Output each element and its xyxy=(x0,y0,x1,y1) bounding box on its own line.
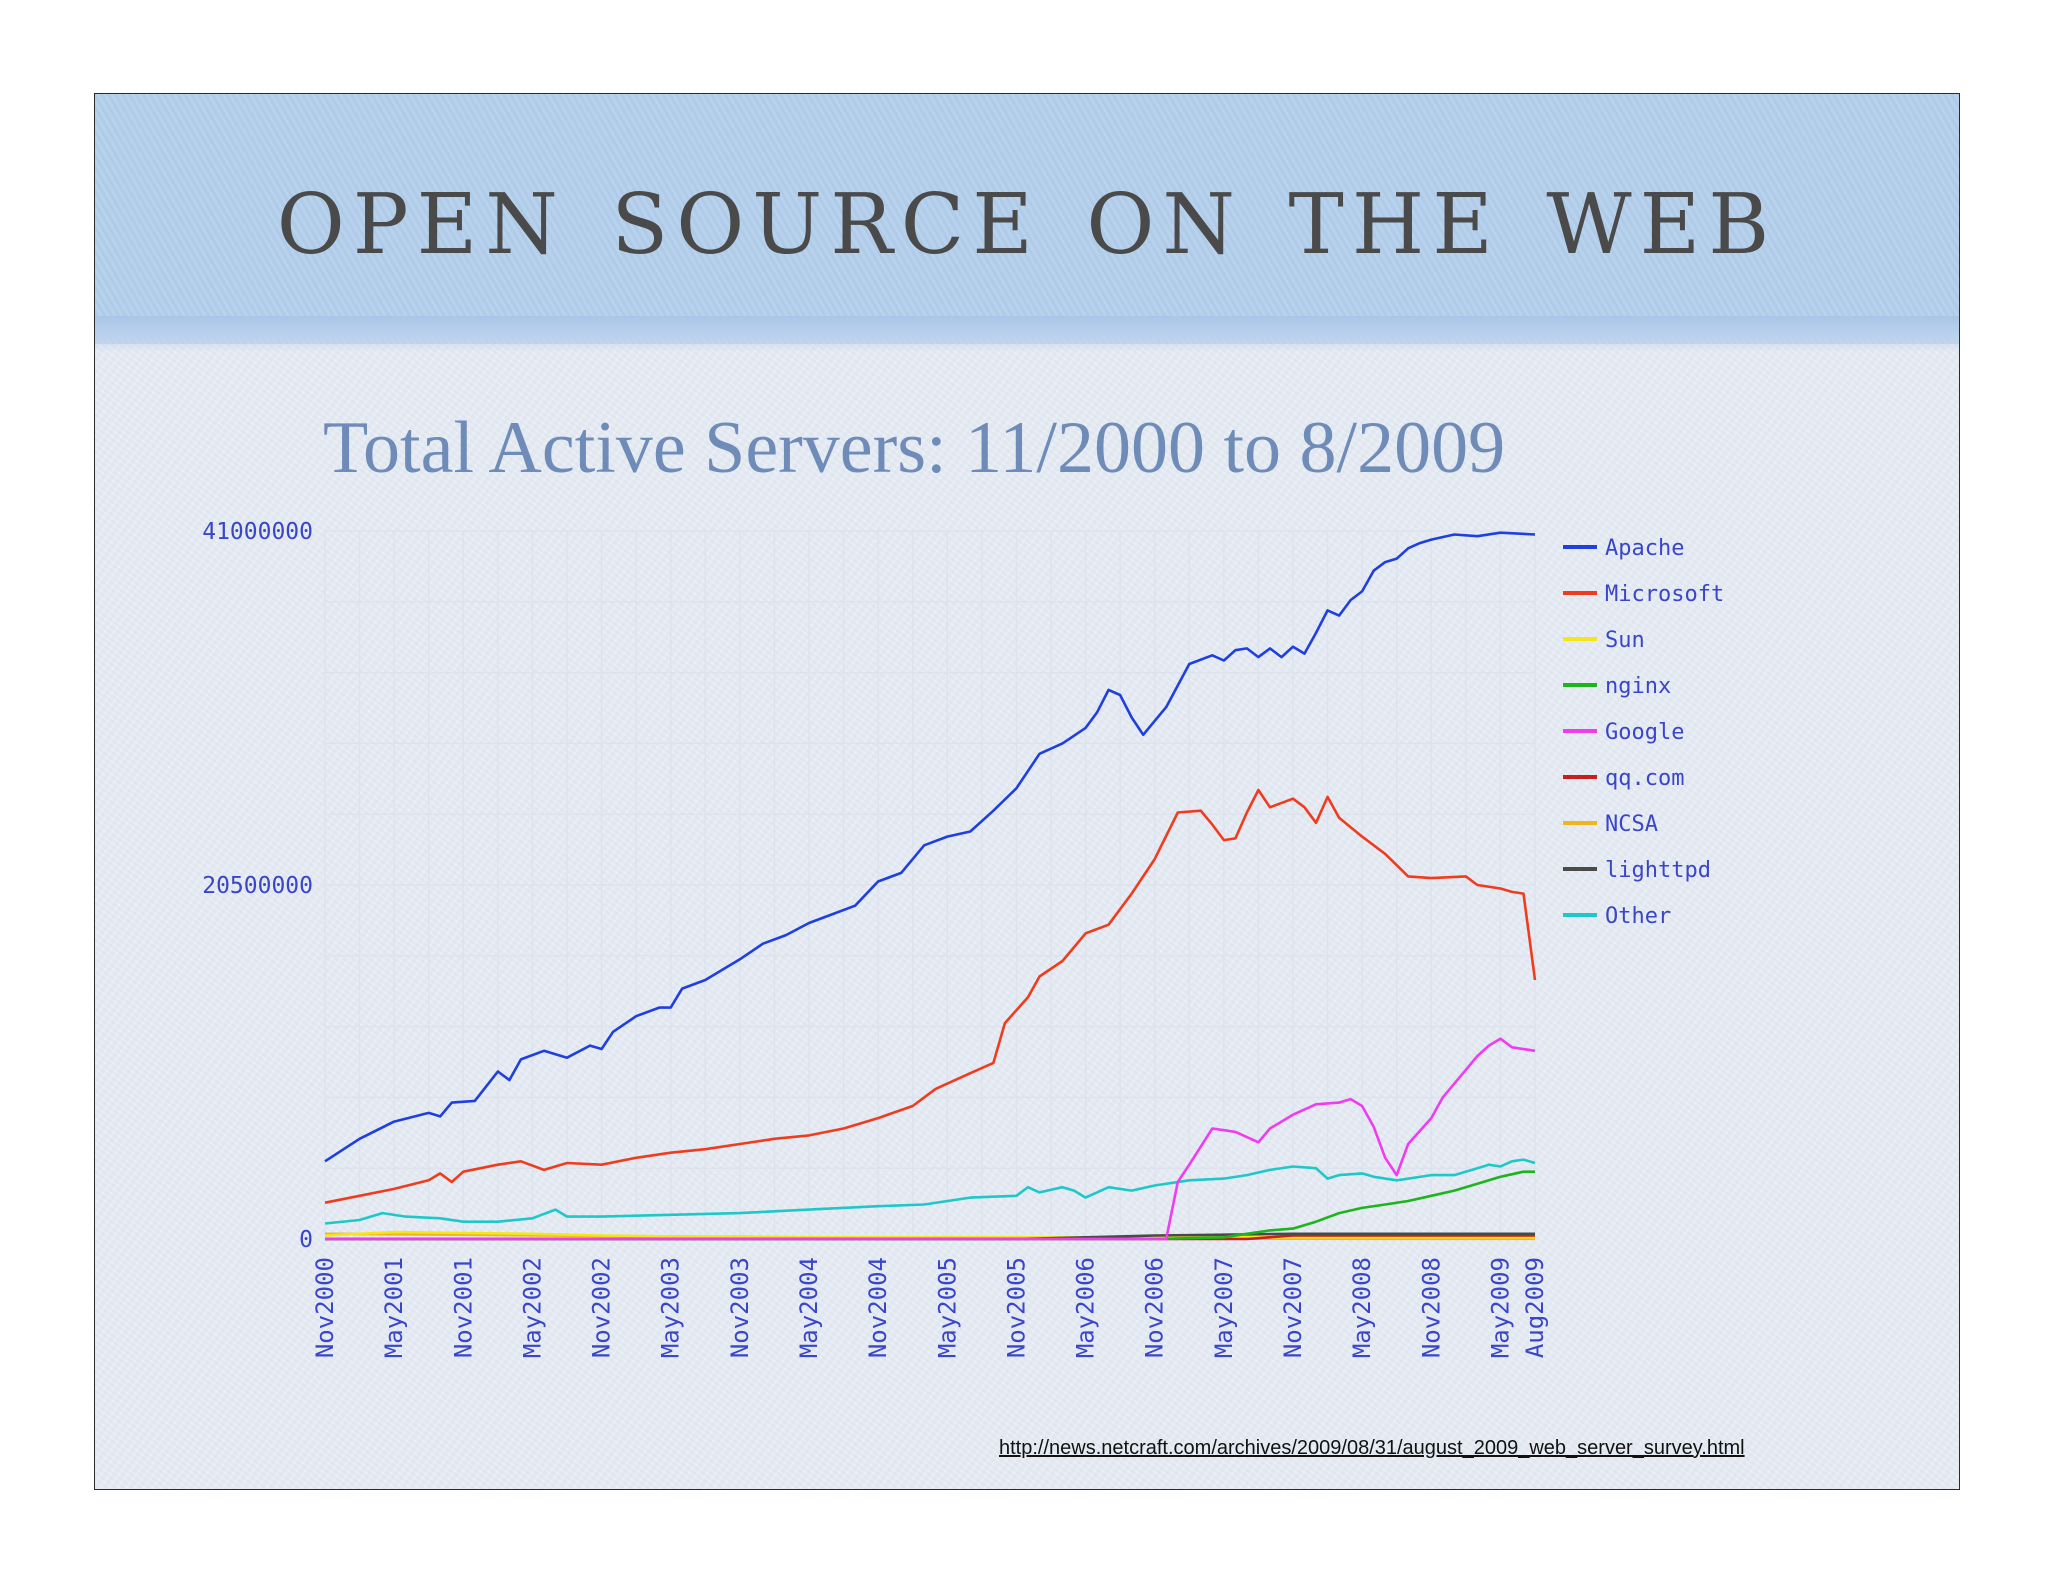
x-tick-label: May2005 xyxy=(933,1257,961,1358)
slide: Open Source on the Web Total Active Serv… xyxy=(94,93,1960,1490)
legend-label: Google xyxy=(1605,720,1684,745)
series-line-nginx xyxy=(325,1170,1535,1241)
series-lines xyxy=(324,531,1537,1241)
x-tick-label: May2008 xyxy=(1348,1257,1376,1358)
server-share-chart: 0 20500000 41000000 Nov2000 May2001 Nov2001 M… xyxy=(202,519,1724,1358)
chart-title: Total Active Servers: 11/2000 to 8/2009 xyxy=(323,407,1506,489)
series-line-sun xyxy=(324,1230,1535,1239)
legend-label: NCSA xyxy=(1605,812,1658,837)
x-tick-label: May2009 xyxy=(1486,1257,1514,1358)
x-tick-label: Aug2009 xyxy=(1521,1257,1549,1358)
chart-grid xyxy=(324,530,1536,1240)
x-tick-label: May2006 xyxy=(1072,1257,1100,1358)
x-tick-label: Nov2008 xyxy=(1417,1257,1445,1358)
legend-label: nginx xyxy=(1605,674,1671,699)
x-tick-label: May2003 xyxy=(657,1257,685,1358)
x-tick-label: Nov2003 xyxy=(726,1257,754,1358)
legend: Apache Microsoft Sun nginx Google qq.com NCSA l… xyxy=(1563,536,1724,929)
x-tick-label: May2001 xyxy=(380,1257,408,1358)
y-tick-label: 0 xyxy=(299,1227,313,1253)
x-tick-label: May2002 xyxy=(518,1257,546,1358)
slide-header-band xyxy=(95,94,1959,344)
legend-label: Microsoft xyxy=(1605,582,1724,607)
header-edge xyxy=(95,316,1959,352)
y-axis: 0 20500000 41000000 xyxy=(202,519,313,1253)
x-tick-label: Nov2000 xyxy=(311,1257,339,1358)
legend-label: lighttpd xyxy=(1605,858,1711,883)
y-tick-label: 20500000 xyxy=(202,873,313,899)
x-tick-label: Nov2004 xyxy=(864,1257,892,1358)
series-line-other xyxy=(324,1158,1536,1225)
x-tick-label: Nov2001 xyxy=(449,1257,477,1358)
x-axis: Nov2000 May2001 Nov2001 May2002 Nov2002 May20… xyxy=(311,1257,1549,1358)
legend-label: qq.com xyxy=(1605,766,1684,791)
source-link[interactable]: http://news.netcraft.com/archives/2009/0… xyxy=(999,1437,1745,1459)
x-tick-label: May2004 xyxy=(795,1257,823,1358)
series-line-apache xyxy=(324,531,1536,1163)
slide-title: Open Source on the Web xyxy=(276,143,1778,281)
legend-label: Apache xyxy=(1605,536,1684,561)
x-tick-label: Nov2007 xyxy=(1279,1257,1307,1358)
y-tick-label: 41000000 xyxy=(202,519,313,545)
series-line-microsoft xyxy=(324,788,1537,1204)
legend-label: Other xyxy=(1605,904,1671,929)
x-tick-label: Nov2005 xyxy=(1002,1257,1030,1358)
legend-label: Sun xyxy=(1605,628,1645,653)
x-tick-label: Nov2006 xyxy=(1141,1257,1169,1358)
series-line-google xyxy=(325,1037,1536,1241)
x-tick-label: May2007 xyxy=(1210,1257,1238,1358)
x-tick-label: Nov2002 xyxy=(588,1257,616,1358)
